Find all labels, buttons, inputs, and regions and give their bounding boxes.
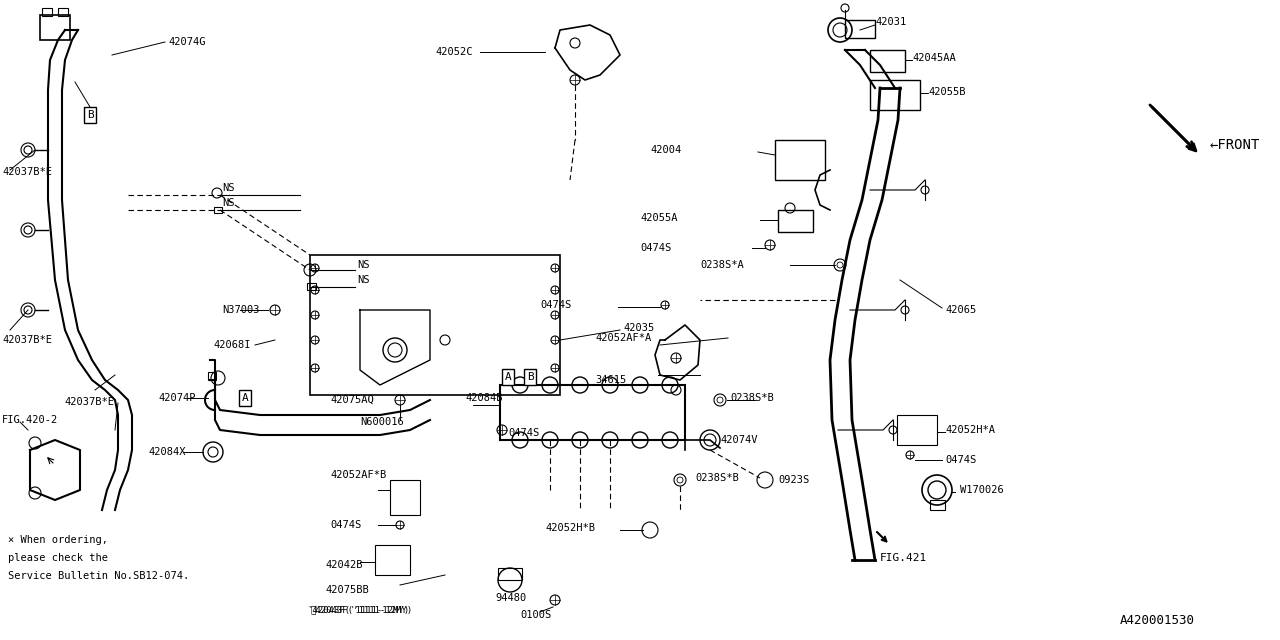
Text: 42045AA: 42045AA xyxy=(913,53,956,63)
Text: NS: NS xyxy=(357,275,370,285)
Text: ⁂42043F(’1111-12MY): ⁂42043F(’1111-12MY) xyxy=(310,605,412,614)
Text: B: B xyxy=(526,372,534,382)
Text: NS: NS xyxy=(221,183,234,193)
Bar xyxy=(498,568,522,580)
Text: 42074P: 42074P xyxy=(157,393,196,403)
Text: B: B xyxy=(87,110,93,120)
Text: 42065: 42065 xyxy=(945,305,977,315)
Text: 34615: 34615 xyxy=(595,375,626,385)
Text: 42075BB: 42075BB xyxy=(325,585,369,595)
Text: 0100S: 0100S xyxy=(520,610,552,620)
Bar xyxy=(931,500,945,510)
Text: 42084B: 42084B xyxy=(465,393,503,403)
Text: 42075AQ: 42075AQ xyxy=(330,395,374,405)
Text: ←FRONT: ←FRONT xyxy=(1210,138,1261,152)
Text: 0474S: 0474S xyxy=(508,428,539,438)
Text: 0238S*B: 0238S*B xyxy=(730,393,773,403)
Text: N37003: N37003 xyxy=(221,305,260,315)
Text: 42052AF*B: 42052AF*B xyxy=(330,470,387,480)
Text: 94480: 94480 xyxy=(495,593,526,603)
Text: 42042B: 42042B xyxy=(325,560,362,570)
Bar xyxy=(778,210,813,232)
Text: please check the: please check the xyxy=(8,553,108,563)
Text: 0474S: 0474S xyxy=(540,300,571,310)
Bar xyxy=(870,80,920,110)
Text: 42052H*A: 42052H*A xyxy=(945,425,995,435)
Text: 42074G: 42074G xyxy=(168,37,206,47)
Text: A420001530: A420001530 xyxy=(1120,614,1196,627)
Text: Service Bulletin No.SB12-074.: Service Bulletin No.SB12-074. xyxy=(8,571,189,581)
Bar xyxy=(897,415,937,445)
Text: 42055A: 42055A xyxy=(640,213,677,223)
Text: 0474S: 0474S xyxy=(640,243,671,253)
Text: 42052C: 42052C xyxy=(435,47,472,57)
Bar xyxy=(58,8,68,16)
Text: 42084X: 42084X xyxy=(148,447,186,457)
Text: 42037B*E: 42037B*E xyxy=(3,167,52,177)
Text: 42037B*E: 42037B*E xyxy=(64,397,114,407)
Bar xyxy=(40,15,70,40)
Bar xyxy=(42,8,52,16)
Bar xyxy=(390,480,420,515)
Bar xyxy=(209,372,216,380)
Text: 42052AF*A: 42052AF*A xyxy=(595,333,652,343)
Bar xyxy=(870,50,905,72)
Text: A: A xyxy=(504,372,512,382)
Text: 42055B: 42055B xyxy=(928,87,965,97)
Text: × When ordering,: × When ordering, xyxy=(8,535,108,545)
Text: ‶42043F('1111-12MY): ‶42043F('1111-12MY) xyxy=(308,605,410,614)
Text: NS: NS xyxy=(357,260,370,270)
Text: 42074V: 42074V xyxy=(721,435,758,445)
Text: W170026: W170026 xyxy=(960,485,1004,495)
Bar xyxy=(375,545,410,575)
Text: 42052H*B: 42052H*B xyxy=(545,523,595,533)
Text: 42035: 42035 xyxy=(623,323,654,333)
Text: N600016: N600016 xyxy=(360,417,403,427)
Text: 0474S: 0474S xyxy=(945,455,977,465)
Bar xyxy=(774,140,826,180)
Text: 0923S: 0923S xyxy=(778,475,809,485)
Text: 0474S: 0474S xyxy=(330,520,361,530)
Text: 42068I: 42068I xyxy=(212,340,251,350)
Text: 42037B*E: 42037B*E xyxy=(3,335,52,345)
Text: NS: NS xyxy=(221,198,234,208)
Text: A: A xyxy=(242,393,248,403)
Text: 0238S*A: 0238S*A xyxy=(700,260,744,270)
Text: 0238S*B: 0238S*B xyxy=(695,473,739,483)
Text: FIG.421: FIG.421 xyxy=(881,553,927,563)
Text: FIG.420-2: FIG.420-2 xyxy=(3,415,59,425)
Bar xyxy=(214,207,221,213)
Bar xyxy=(500,385,685,440)
Text: 42031: 42031 xyxy=(876,17,906,27)
Bar xyxy=(310,255,561,395)
Bar xyxy=(845,20,876,38)
Bar xyxy=(307,283,316,290)
Text: 42004: 42004 xyxy=(650,145,681,155)
